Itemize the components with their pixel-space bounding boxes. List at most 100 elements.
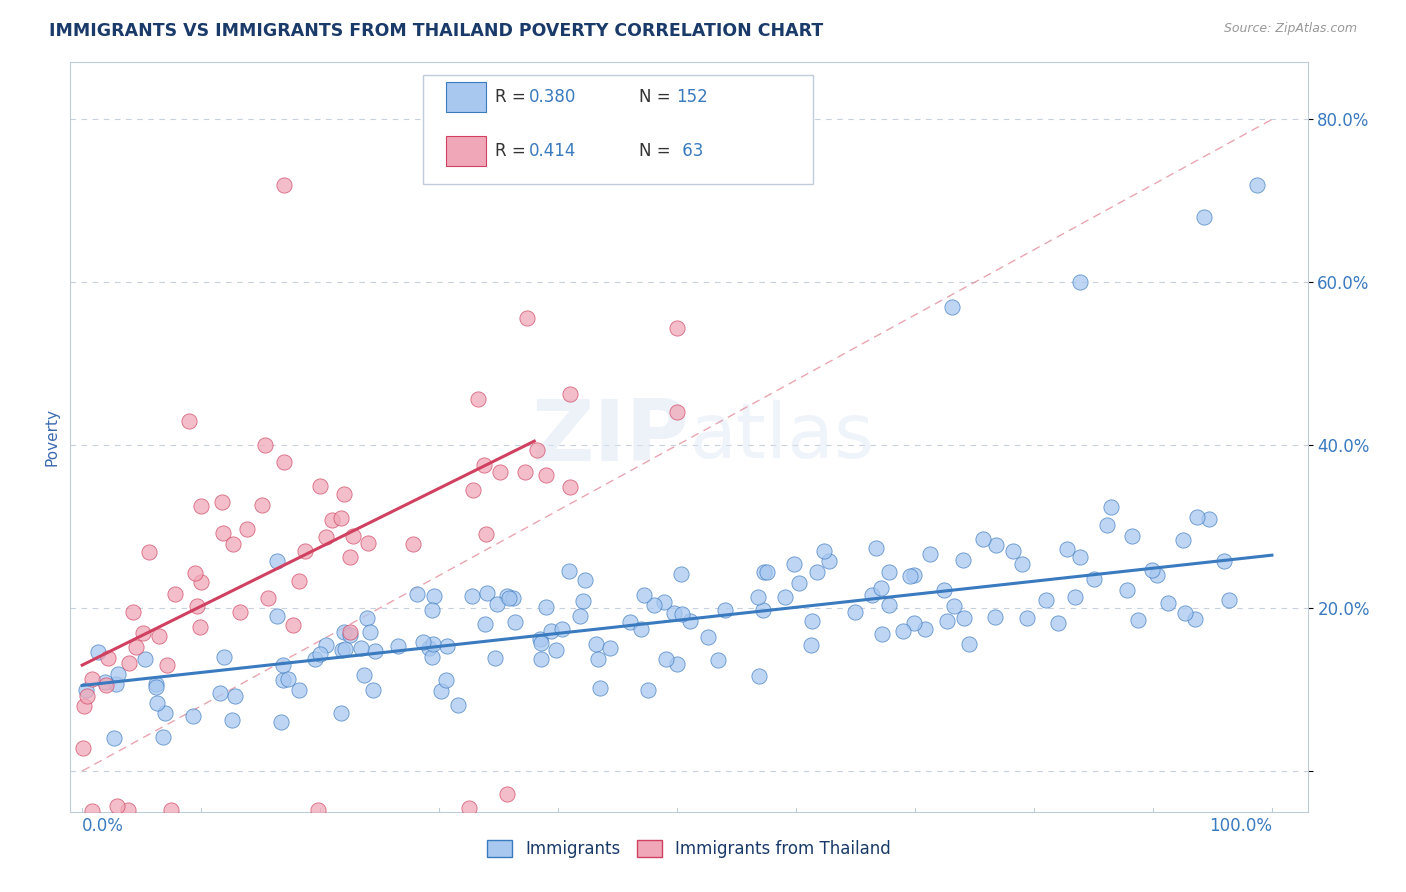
Point	[266, 608, 288, 623]
Point	[544, 643, 567, 657]
Point	[221, 713, 243, 727]
Point	[502, 591, 524, 605]
Point	[436, 640, 458, 654]
Point	[288, 682, 311, 697]
Point	[903, 568, 925, 582]
Point	[558, 564, 581, 578]
Point	[159, 803, 181, 817]
Point	[75, 682, 97, 697]
Point	[307, 803, 329, 817]
Point	[315, 530, 337, 544]
Point	[630, 622, 652, 636]
Point	[752, 565, 775, 579]
Point	[430, 683, 453, 698]
Point	[513, 465, 536, 479]
Text: 0.380: 0.380	[529, 88, 576, 106]
Point	[934, 582, 956, 597]
Point	[877, 565, 900, 579]
Point	[190, 499, 212, 513]
Point	[402, 537, 425, 551]
Point	[1116, 583, 1139, 598]
Point	[122, 605, 145, 619]
Text: 0.0%: 0.0%	[82, 816, 124, 835]
Point	[138, 545, 160, 559]
Point	[569, 608, 592, 623]
Point	[332, 624, 354, 639]
Point	[953, 611, 976, 625]
Text: ZIP: ZIP	[531, 395, 689, 479]
Point	[273, 454, 295, 468]
Point	[503, 615, 526, 629]
Point	[540, 624, 562, 638]
Point	[669, 567, 692, 582]
Point	[107, 666, 129, 681]
Point	[339, 624, 361, 639]
Point	[558, 479, 581, 493]
Point	[183, 709, 205, 723]
Point	[117, 803, 139, 817]
Point	[1035, 593, 1057, 607]
Point	[662, 607, 685, 621]
Point	[125, 640, 148, 654]
Point	[1069, 550, 1091, 565]
Point	[103, 731, 125, 746]
Point	[870, 581, 893, 595]
Point	[1069, 276, 1091, 290]
Point	[145, 677, 167, 691]
Point	[134, 652, 156, 666]
Point	[1097, 517, 1119, 532]
Text: Source: ZipAtlas.com: Source: ZipAtlas.com	[1223, 22, 1357, 36]
Point	[936, 615, 959, 629]
Point	[406, 587, 429, 601]
Point	[315, 638, 337, 652]
Point	[186, 599, 208, 613]
Point	[333, 487, 356, 501]
Point	[353, 668, 375, 682]
Point	[153, 706, 176, 720]
Point	[530, 636, 553, 650]
Point	[530, 651, 553, 665]
Point	[183, 566, 205, 581]
Point	[329, 706, 352, 721]
Point	[574, 573, 596, 587]
FancyBboxPatch shape	[447, 136, 486, 166]
Point	[536, 599, 558, 614]
Point	[475, 586, 498, 600]
Point	[420, 603, 443, 617]
Point	[277, 673, 299, 687]
Point	[484, 651, 506, 665]
Point	[891, 624, 914, 638]
Point	[212, 649, 235, 664]
Text: N =: N =	[640, 88, 676, 106]
Point	[586, 652, 609, 666]
Point	[957, 637, 980, 651]
Point	[943, 599, 966, 613]
Point	[801, 615, 824, 629]
Point	[914, 622, 936, 636]
Point	[96, 678, 118, 692]
Point	[330, 511, 353, 525]
Point	[434, 673, 457, 688]
Point	[288, 574, 311, 588]
Point	[706, 653, 728, 667]
Point	[1173, 533, 1195, 547]
Point	[332, 642, 354, 657]
Point	[666, 321, 689, 335]
Point	[212, 525, 235, 540]
Point	[496, 589, 519, 603]
Point	[475, 527, 498, 541]
Point	[806, 565, 828, 579]
Point	[558, 386, 581, 401]
Point	[844, 605, 866, 619]
Point	[984, 610, 1007, 624]
Point	[813, 544, 835, 558]
Point	[898, 568, 921, 582]
Point	[1146, 567, 1168, 582]
Point	[485, 598, 508, 612]
Point	[495, 787, 517, 801]
Point	[862, 589, 884, 603]
Point	[972, 532, 994, 546]
Point	[1156, 596, 1178, 610]
Point	[679, 614, 702, 628]
Point	[817, 554, 839, 568]
